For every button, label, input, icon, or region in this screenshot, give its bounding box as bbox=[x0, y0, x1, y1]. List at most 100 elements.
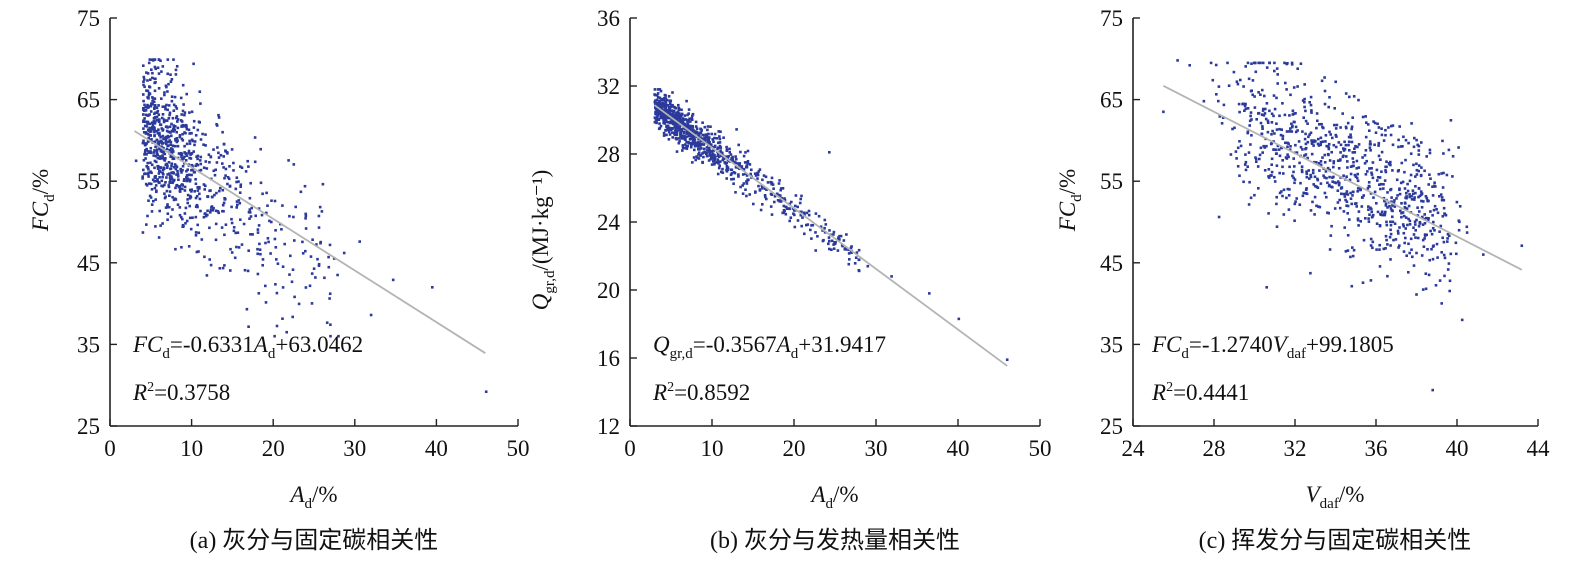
panel-c-point bbox=[1316, 142, 1320, 146]
panel-a-point bbox=[180, 183, 183, 187]
panel-c-point bbox=[1259, 93, 1262, 96]
panel-c-point bbox=[1211, 78, 1215, 82]
panel-c-point bbox=[1362, 238, 1366, 242]
panel-b-point bbox=[717, 141, 720, 145]
panel-a-point bbox=[167, 117, 171, 120]
panel-b-y-tick-label: 20 bbox=[597, 278, 620, 303]
panel-c-point bbox=[1361, 156, 1364, 159]
panel-c-point bbox=[1426, 248, 1429, 251]
panel-a-point bbox=[171, 144, 175, 147]
panel-b-point bbox=[674, 112, 678, 115]
panel-c-point bbox=[1448, 234, 1451, 238]
panel-a-point bbox=[190, 138, 194, 142]
panel-b-point bbox=[667, 110, 671, 113]
panel-b-point bbox=[664, 116, 668, 120]
panel-a-point bbox=[147, 171, 150, 175]
panel-c-point bbox=[1301, 130, 1304, 133]
panel-c-trendline bbox=[1162, 84, 1523, 271]
panel-b-point bbox=[678, 125, 681, 128]
panel-b-point bbox=[761, 187, 764, 190]
panel-a-point bbox=[289, 254, 292, 258]
panel-c-point bbox=[1319, 160, 1323, 163]
panel-a-r2: R2=0.3758 bbox=[132, 380, 230, 405]
panel-a-point bbox=[329, 334, 332, 338]
panel-c-point bbox=[1457, 146, 1460, 149]
panel-a-point bbox=[159, 147, 162, 151]
panel-c-point bbox=[1393, 199, 1396, 202]
panel-a-point bbox=[247, 165, 250, 168]
panel-b-point bbox=[787, 207, 791, 210]
panel-b-point bbox=[690, 135, 693, 139]
panel-a-point bbox=[162, 146, 165, 150]
panel-b-point bbox=[828, 239, 831, 243]
panel-b-point bbox=[777, 182, 781, 185]
panel-c-point bbox=[1294, 112, 1297, 115]
panel-c-point bbox=[1440, 196, 1444, 199]
panel-a-point bbox=[249, 215, 253, 218]
panel-a-point bbox=[175, 115, 179, 118]
panel-c-point bbox=[1334, 127, 1338, 130]
panel-c-point bbox=[1403, 170, 1406, 174]
panel-c-point bbox=[1439, 193, 1443, 196]
panel-c-point bbox=[1408, 219, 1412, 223]
panel-a-point bbox=[152, 119, 156, 123]
panel-c-point bbox=[1334, 145, 1338, 149]
panel-a-point bbox=[167, 205, 171, 209]
panel-c-point bbox=[1375, 202, 1378, 205]
panel-c-point bbox=[1346, 204, 1350, 208]
panel-c-point bbox=[1417, 153, 1421, 156]
panel-c-point bbox=[1344, 198, 1347, 202]
panel-b-point bbox=[750, 168, 753, 172]
panel-c-point bbox=[1369, 237, 1373, 241]
panel-a-point bbox=[149, 130, 153, 133]
panel-a-point bbox=[316, 257, 319, 261]
panel-a-point bbox=[172, 198, 176, 202]
panel-c-point bbox=[1315, 126, 1318, 130]
panel-a-point bbox=[202, 166, 206, 169]
panel-b-point bbox=[737, 143, 740, 147]
panel-a-point bbox=[148, 122, 152, 126]
panel-a-point bbox=[323, 276, 326, 280]
panel-b-point bbox=[718, 164, 721, 167]
panel-b-point bbox=[695, 155, 698, 158]
panel-b-point bbox=[660, 98, 663, 101]
panel-c-point bbox=[1285, 130, 1289, 133]
panel-a-point bbox=[217, 113, 220, 117]
panel-b-y-tick-label: 24 bbox=[597, 210, 621, 235]
panel-b-point bbox=[834, 241, 837, 244]
panel-c-point bbox=[1251, 79, 1255, 82]
panel-c-point bbox=[1356, 218, 1360, 222]
panel-a-point bbox=[230, 251, 234, 254]
panel-a-point bbox=[194, 231, 198, 234]
panel-c-point bbox=[1278, 191, 1282, 195]
panel-a-point bbox=[237, 180, 240, 183]
panel-b-point bbox=[855, 251, 859, 254]
panel-c-point bbox=[1277, 148, 1281, 151]
panel-a-point bbox=[174, 164, 178, 168]
panel-a-point bbox=[177, 178, 180, 181]
panel-b-point bbox=[679, 128, 683, 131]
panel-b-point bbox=[681, 146, 685, 150]
panel-b-point bbox=[779, 188, 782, 192]
panel-b-point bbox=[679, 134, 682, 137]
panel-c-point bbox=[1352, 160, 1355, 164]
panel-b-point bbox=[698, 154, 702, 157]
panel-c-point bbox=[1313, 175, 1317, 179]
panel-a-point bbox=[162, 173, 165, 176]
panel-b-point bbox=[718, 137, 722, 141]
panel-c-point bbox=[1242, 102, 1245, 106]
panel-c-point bbox=[1244, 160, 1248, 164]
panel-a-point bbox=[179, 167, 182, 171]
panel-b-point bbox=[789, 216, 793, 219]
panel-c-point bbox=[1294, 143, 1297, 147]
panel-b-point bbox=[655, 112, 658, 115]
panel-a-point bbox=[160, 70, 163, 73]
panel-c-point bbox=[1315, 112, 1319, 115]
panel-c-point bbox=[1378, 248, 1381, 251]
panel-c-point bbox=[1293, 165, 1296, 168]
panel-a-point bbox=[180, 187, 184, 191]
panel-c-point bbox=[1202, 99, 1206, 103]
panel-a-point bbox=[169, 143, 173, 146]
panel-c-point bbox=[1482, 253, 1485, 256]
panel-c-point bbox=[1412, 233, 1416, 236]
